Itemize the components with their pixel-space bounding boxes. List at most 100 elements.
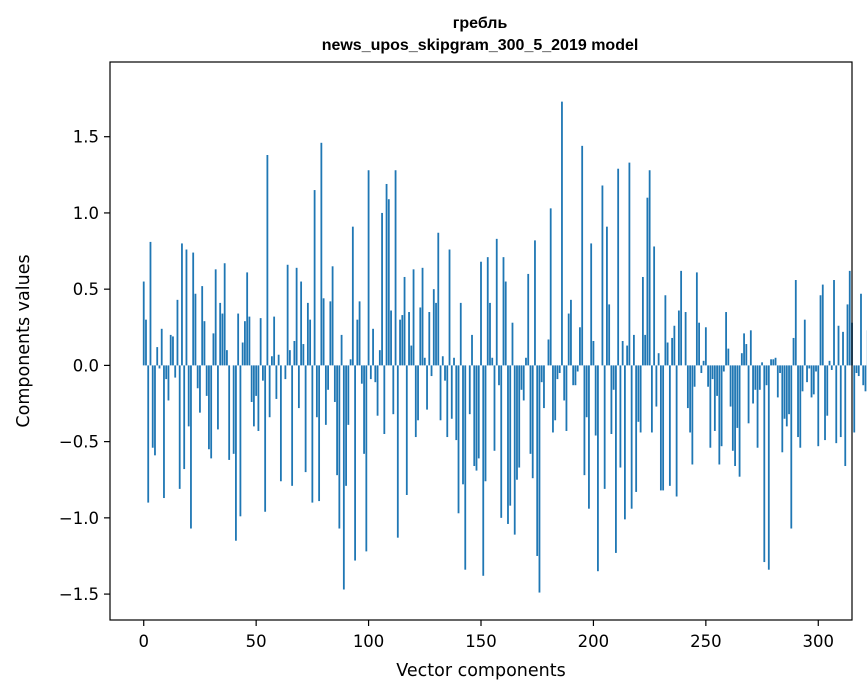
- bar: [833, 280, 835, 366]
- bar: [167, 365, 170, 401]
- bar: [342, 365, 345, 590]
- bar: [633, 334, 635, 366]
- bar: [758, 365, 761, 390]
- bar: [534, 240, 536, 366]
- bar: [635, 365, 638, 492]
- bar: [165, 365, 168, 380]
- bar: [749, 330, 752, 366]
- bar: [531, 365, 534, 479]
- bar: [603, 365, 606, 489]
- bar: [576, 365, 579, 372]
- bar: [574, 365, 577, 386]
- bar: [439, 365, 442, 421]
- bar: [583, 365, 586, 476]
- bar: [513, 365, 516, 535]
- bar: [410, 345, 413, 366]
- bar: [223, 263, 226, 366]
- bar: [835, 365, 838, 444]
- bar: [570, 299, 572, 366]
- bar: [498, 365, 500, 386]
- bar: [601, 185, 604, 366]
- bar: [257, 365, 260, 431]
- bar: [821, 284, 824, 366]
- bar: [327, 365, 329, 390]
- bar: [581, 145, 584, 366]
- bar: [297, 365, 300, 409]
- bar: [338, 365, 341, 529]
- bar: [178, 365, 181, 489]
- bar: [255, 365, 258, 396]
- bar: [844, 365, 847, 467]
- bar: [221, 313, 224, 366]
- bar: [385, 183, 388, 366]
- bar: [693, 365, 696, 387]
- bar: [626, 345, 629, 366]
- bar: [351, 226, 354, 366]
- x-tick-label: 0: [138, 632, 149, 651]
- bar: [666, 342, 669, 366]
- bar: [657, 353, 660, 366]
- bar: [158, 365, 161, 369]
- bar: [448, 249, 451, 366]
- bar: [347, 365, 350, 425]
- bar: [315, 365, 318, 418]
- bar: [691, 365, 694, 465]
- bar: [558, 365, 561, 374]
- bar: [482, 365, 485, 576]
- bar: [320, 142, 323, 366]
- bar: [718, 365, 721, 465]
- bar: [695, 272, 698, 366]
- bar: [765, 365, 768, 386]
- bar: [815, 365, 817, 372]
- bar: [354, 365, 356, 561]
- bar: [781, 365, 784, 453]
- bar: [432, 289, 435, 366]
- y-tick-label: −1.5: [59, 585, 99, 604]
- bar: [522, 365, 525, 401]
- bar: [812, 365, 815, 395]
- bar: [617, 168, 620, 366]
- bar: [507, 365, 509, 524]
- bar: [187, 365, 190, 427]
- bar: [740, 353, 743, 366]
- bar: [358, 301, 361, 366]
- bar: [606, 226, 608, 366]
- bar: [329, 301, 332, 366]
- bar: [473, 365, 476, 467]
- bar: [459, 302, 462, 366]
- bar: [803, 319, 806, 366]
- bar: [776, 365, 779, 398]
- bar: [291, 365, 294, 486]
- bar: [145, 319, 147, 366]
- bar: [619, 365, 622, 468]
- bar: [151, 365, 154, 448]
- bar: [324, 365, 327, 425]
- bar: [369, 365, 372, 380]
- bar: [331, 266, 334, 366]
- bar: [700, 365, 703, 374]
- bar: [702, 360, 705, 366]
- bar: [590, 243, 593, 366]
- bar: [734, 365, 736, 467]
- bar: [839, 365, 842, 438]
- bar: [405, 365, 408, 495]
- bar: [264, 365, 267, 512]
- x-axis-label: Vector components: [396, 661, 565, 681]
- bar: [381, 212, 383, 366]
- bar: [511, 322, 514, 366]
- bar: [502, 257, 505, 366]
- bar: [288, 350, 291, 366]
- bar: [340, 334, 343, 366]
- bar: [300, 281, 303, 366]
- bar: [228, 365, 231, 460]
- bar: [183, 365, 186, 470]
- bar: [423, 357, 426, 366]
- bar: [621, 341, 624, 366]
- bar: [529, 365, 532, 454]
- bar: [731, 365, 734, 451]
- bar: [367, 170, 370, 366]
- bar: [309, 319, 312, 366]
- bar: [484, 365, 487, 482]
- bar: [637, 365, 640, 422]
